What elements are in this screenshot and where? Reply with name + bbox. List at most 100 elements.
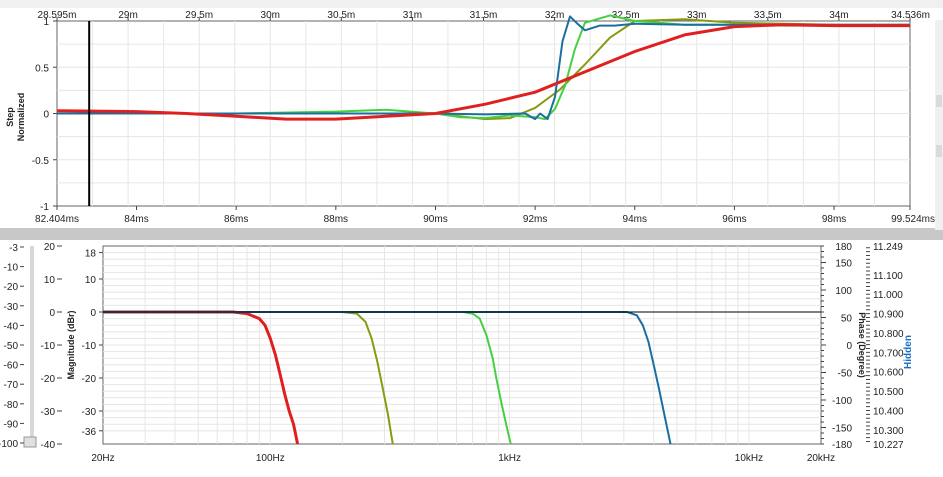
step-ylabel-2: Normalized <box>16 93 26 142</box>
magnitude-outer-tick-label: -40 <box>41 440 56 451</box>
level-slider-scale: -3 -10 -20 -30 -40 -50 -60 -70 -80 -90 -100 <box>0 243 24 450</box>
phase-tick-label: 0 <box>846 341 852 352</box>
magnitude-outer-tick-label: -10 <box>41 341 56 352</box>
frequency-tick-label: 20kHz <box>807 453 835 464</box>
top-tick-label: 29.5m <box>185 10 213 21</box>
bottom-tick-label: 96ms <box>722 214 746 225</box>
step-y-tick-label: 0.5 <box>35 63 49 74</box>
hidden-axis-tick-label: 10.600 <box>873 368 904 379</box>
phase-tick-label: 150 <box>835 259 852 270</box>
top-tick-label: 32m <box>545 10 564 21</box>
bottom-tick-label: 82.404ms <box>35 214 79 225</box>
right-scroll-edge[interactable] <box>935 20 943 230</box>
slider-tick-label: -80 <box>4 400 19 411</box>
scroll-handle-lower[interactable] <box>936 145 942 157</box>
frequency-series-red <box>103 310 300 445</box>
step-y-axis: 1 0.5 0 -0.5 -1 <box>32 17 57 213</box>
slider-tick-label: -40 <box>4 321 19 332</box>
magnitude-inner-tick-label: -30 <box>82 407 97 418</box>
hidden-axis-tick-label: 10.900 <box>873 310 904 321</box>
top-tick-label: 34m <box>829 10 848 21</box>
bottom-tick-label: 98ms <box>822 214 846 225</box>
slider-tick-label: -90 <box>4 419 19 430</box>
frequency-x-axis: 20Hz 100Hz 1kHz 10kHz 20kHz <box>91 453 835 464</box>
step-y-tick-label: -0.5 <box>32 156 50 167</box>
step-ylabel-1: Step <box>5 107 15 127</box>
slider-tick-label: -10 <box>4 263 19 274</box>
top-tick-label: 33.5m <box>754 10 782 21</box>
step-response-chart: 28.595m 29m 29.5m 30m 30.5m 31m 31.5m 32m 32.5m 3… <box>5 10 935 225</box>
magnitude-inner-tick-label: -20 <box>82 374 97 385</box>
phase-tick-label: -150 <box>832 424 852 435</box>
frequency-series-blue <box>103 311 672 445</box>
top-tick-label: 28.595m <box>38 10 77 21</box>
phase-tick-label: 50 <box>841 314 853 325</box>
panel-divider[interactable] <box>0 228 943 240</box>
magnitude-inner-tick-label: 0 <box>90 308 96 319</box>
step-y-tick-label: -1 <box>40 202 49 213</box>
step-y-tick-label: 1 <box>43 17 49 28</box>
magnitude-outer-tick-label: -20 <box>41 374 56 385</box>
top-tick-label: 29m <box>118 10 137 21</box>
top-tick-label: 34.536m <box>891 10 930 21</box>
hidden-axis: 11.249 11.100 11.000 10.900 10.800 10.700 10.6… <box>866 242 904 451</box>
frequency-tick-label: 100Hz <box>256 453 285 464</box>
slider-tick-label: -100 <box>0 439 18 450</box>
magnitude-axis-outer: 20 10 0 -10 -20 -30 -40 <box>41 242 62 451</box>
phase-tick-label: -50 <box>838 369 853 380</box>
magnitude-outer-tick-label: 0 <box>49 308 55 319</box>
magnitude-inner-tick-label: 10 <box>85 275 97 286</box>
phase-tick-label: -100 <box>832 396 852 407</box>
bottom-tick-label: 94ms <box>623 214 647 225</box>
step-series-blue <box>57 15 910 121</box>
hidden-axis-tick-label: 11.100 <box>873 271 903 282</box>
bottom-tick-label: 84ms <box>124 214 148 225</box>
frequency-response-chart: -3-10-20-30-40-50-60-70-80-90-100 20Hz10… <box>0 242 914 464</box>
hidden-axis-tick-label: 11.000 <box>873 290 903 301</box>
frequency-tick-label: 1kHz <box>498 453 521 464</box>
slider-tick-label: -30 <box>4 302 19 313</box>
magnitude-outer-tick-label: 20 <box>44 242 56 253</box>
slider-tick-label: -50 <box>4 341 19 352</box>
slider-tick-label: -60 <box>4 361 19 372</box>
phase-axis: 180 150 100 50 0 -50 -100 -150 -180 <box>821 242 852 451</box>
time-bottom-axis: 82.404ms 84ms 86ms 88ms 90ms 92ms 94ms 96ms 98ms… <box>35 206 935 225</box>
bottom-tick-label: 90ms <box>423 214 447 225</box>
frequency-tick-label: 10kHz <box>735 453 763 464</box>
top-tick-label: 32.5m <box>612 10 640 21</box>
hidden-axis-tick-label: 10.700 <box>873 348 904 359</box>
scroll-handle-upper[interactable] <box>936 95 942 107</box>
step-series-red <box>56 23 910 121</box>
time-top-axis: 28.595m 29m 29.5m 30m 30.5m 31m 31.5m 32m 32.5m 3… <box>38 10 930 21</box>
phase-tick-label: -180 <box>832 440 852 451</box>
slider-tick-label: -20 <box>4 282 19 293</box>
top-strip <box>0 0 943 8</box>
frequency-series <box>103 310 821 445</box>
magnitude-outer-tick-label: -30 <box>41 407 56 418</box>
bottom-tick-label: 92ms <box>523 214 547 225</box>
magnitude-axis-inner: 18 10 0 -10 -20 -30 -36 <box>82 249 103 438</box>
top-tick-label: 31.5m <box>470 10 498 21</box>
level-slider-track[interactable] <box>30 246 34 442</box>
hidden-axis-tick-label: 10.400 <box>873 406 904 417</box>
magnitude-axis-label: Magnitude (dBr) <box>66 311 76 380</box>
frequency-tick-label: 20Hz <box>91 453 114 464</box>
top-tick-label: 31m <box>403 10 422 21</box>
top-tick-label: 30.5m <box>327 10 355 21</box>
bottom-tick-label: 99.524ms <box>891 214 935 225</box>
phase-tick-label: 100 <box>835 286 852 297</box>
top-tick-label: 33m <box>687 10 706 21</box>
hidden-axis-tick-label: 10.227 <box>873 440 904 451</box>
magnitude-inner-tick-label: -10 <box>82 341 97 352</box>
hidden-axis-tick-label: 10.500 <box>873 387 904 398</box>
magnitude-inner-tick-label: -36 <box>82 427 97 438</box>
bottom-tick-label: 86ms <box>224 214 248 225</box>
top-tick-label: 30m <box>261 10 280 21</box>
hidden-axis-label: Hidden <box>903 335 914 369</box>
bottom-tick-label: 88ms <box>324 214 348 225</box>
hidden-axis-tick-label: 10.300 <box>873 426 904 437</box>
level-slider-thumb[interactable] <box>23 436 37 448</box>
slider-tick-label: -3 <box>9 243 18 254</box>
hidden-axis-tick-label: 11.249 <box>873 242 903 253</box>
